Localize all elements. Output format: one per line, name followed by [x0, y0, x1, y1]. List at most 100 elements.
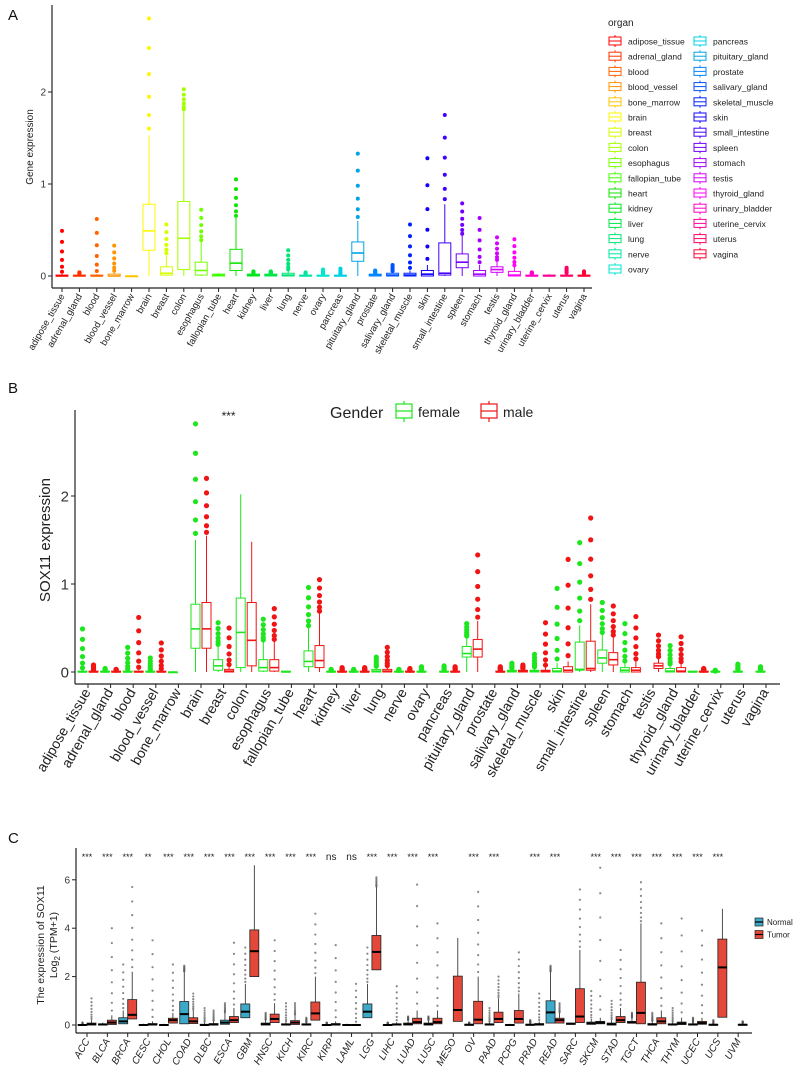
box-male-adrenal_gland: [111, 666, 122, 673]
box-blood: [90, 216, 104, 277]
outlier-point: [355, 196, 360, 201]
y-axis-title-log: Log: [48, 960, 60, 978]
outlier-point: [284, 1018, 288, 1021]
outlier-point: [671, 1009, 674, 1012]
outlier-point: [477, 954, 480, 957]
y-tick-label: 4: [64, 924, 70, 935]
outlier-point: [577, 579, 583, 585]
outlier-point: [325, 1021, 328, 1024]
outlier-point: [578, 898, 582, 901]
outlier-point: [578, 925, 582, 929]
outlier-point: [305, 612, 312, 618]
outlier-point: [619, 968, 622, 971]
box-female-urinary_bladder: [687, 670, 698, 673]
outlier-point: [477, 970, 480, 974]
box-uterus: [560, 265, 574, 277]
box-Tumor-PAAD: [493, 975, 504, 1023]
box-female-kidney: [326, 666, 337, 673]
outlier-point: [680, 991, 683, 994]
outlier-point: [373, 268, 378, 273]
outlier-point: [425, 244, 430, 249]
box-Tumor-GBM: [249, 865, 260, 977]
outlier-point: [588, 573, 594, 579]
outlier-point: [203, 503, 210, 509]
outlier-point: [158, 653, 164, 659]
outlier-point: [678, 656, 684, 662]
outlier-point: [655, 643, 662, 649]
outlier-point: [314, 933, 317, 936]
outlier-point: [226, 651, 232, 657]
outlier-point: [495, 257, 499, 262]
outlier-point: [517, 958, 520, 961]
outlier-point: [131, 914, 134, 917]
outlier-point: [122, 963, 125, 966]
box-Normal-PRAD: [525, 1019, 536, 1026]
outlier-point: [284, 1008, 288, 1011]
outlier-point: [192, 995, 195, 998]
outlier-point: [622, 639, 628, 646]
box-male-kidney: [337, 665, 348, 673]
outlier-point: [354, 1002, 358, 1005]
box-esophagus: [194, 207, 208, 276]
box: [552, 667, 563, 673]
outlier-point: [425, 227, 430, 232]
box-spleen: [455, 201, 469, 276]
outlier-point: [408, 222, 412, 227]
outlier-point: [582, 269, 586, 274]
outlier-point: [354, 995, 358, 999]
outlier-point: [366, 958, 369, 961]
box-kidney: [246, 269, 260, 277]
outlier-point: [655, 632, 662, 638]
outlier-point: [260, 631, 266, 637]
outlier-point: [517, 976, 520, 980]
outlier-point: [90, 1000, 93, 1004]
legend-label: small_intestine: [713, 128, 769, 138]
box-Normal-SARC: [566, 1022, 576, 1025]
outlier-point: [94, 243, 99, 248]
outlier-point: [147, 113, 151, 118]
outlier-point: [395, 1015, 398, 1019]
outlier-point: [122, 1006, 125, 1010]
box: [201, 601, 212, 649]
outlier-point: [321, 267, 325, 272]
outlier-point: [549, 964, 552, 967]
box: [127, 999, 138, 1020]
outlier-point: [680, 965, 683, 968]
outlier-point: [497, 994, 500, 997]
outlier-point: [610, 624, 616, 630]
outlier-point: [273, 986, 276, 989]
outlier-point: [639, 916, 643, 919]
outlier-point: [164, 222, 169, 227]
y-tick-label: 6: [64, 875, 70, 886]
box: [455, 253, 469, 269]
box-male-colon: [246, 541, 257, 672]
outlier-point: [554, 635, 560, 642]
outlier-point: [558, 1002, 561, 1005]
outlier-point: [234, 187, 238, 192]
box: [412, 1017, 423, 1025]
outlier-point: [192, 421, 199, 427]
box-small_intestine: [438, 113, 452, 276]
outlier-point: [264, 1011, 267, 1015]
box-Tumor-SKCM: [595, 866, 606, 1025]
outlier-point: [112, 261, 117, 266]
box-male-spleen: [608, 603, 619, 672]
outlier-point: [599, 892, 602, 895]
x-tick-label: ACC: [72, 1036, 93, 1061]
box-male-breast: [224, 625, 235, 673]
outlier-point: [305, 1016, 308, 1019]
significance-label: ***: [407, 852, 418, 862]
outlier-point: [314, 951, 317, 954]
outlier-point: [408, 253, 412, 258]
outlier-point: [701, 665, 707, 672]
outlier-point: [273, 998, 276, 1001]
outlier-point: [529, 1019, 532, 1022]
box-Normal-CHOL: [158, 1023, 169, 1026]
box-male-pancreas: [450, 664, 461, 673]
outlier-point: [316, 577, 323, 583]
outlier-point: [564, 265, 569, 270]
outlier-point: [81, 1021, 84, 1024]
outlier-point: [512, 263, 517, 268]
outlier-point: [366, 969, 369, 972]
